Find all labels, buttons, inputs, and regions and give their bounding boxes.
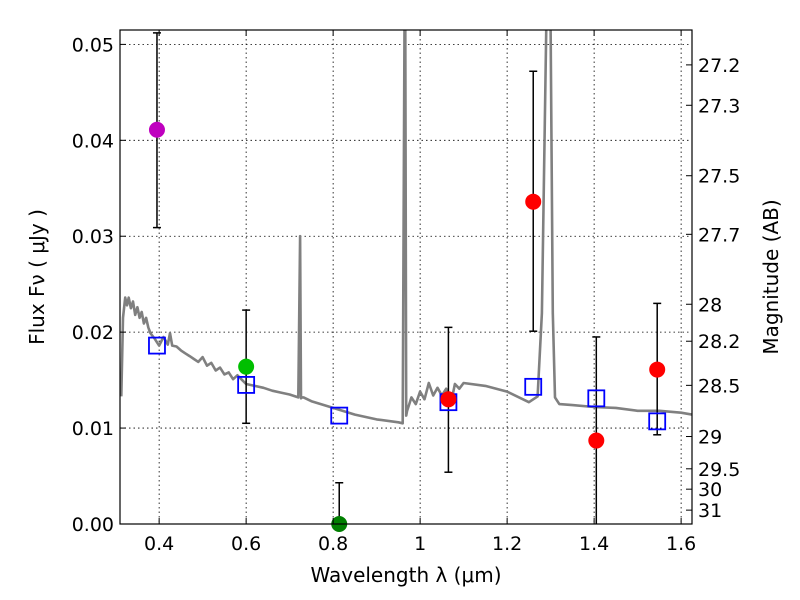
magnitude-tick-label: 28 [698,294,722,316]
plot-frame [119,29,693,525]
magnitude-axis-label: Magnitude (AB) [759,199,783,354]
x-tick-label: 1 [414,533,426,555]
model-photometry-point [587,389,606,408]
y-tick-label: 0.03 [72,226,114,248]
model-photometry-point [148,336,166,355]
x-tick-label: 1.4 [579,533,609,555]
model-photometry-point [237,376,256,394]
y-tick-label: 0.00 [72,514,114,536]
x-tick-label: 1.2 [492,533,522,555]
y-tick-label: 0.01 [72,418,114,440]
magnitude-tick-label: 31 [698,500,722,522]
y-tick-label: 0.02 [72,322,114,344]
magnitude-tick-label: 28.2 [698,331,740,353]
x-axis-label: Wavelength λ (μm) [310,563,501,587]
y-axis-ticks: 0.00 0.01 0.02 0.03 0.04 0.05 [72,34,126,536]
model-sed-layer [120,30,692,425]
x-tick-label: 0.6 [231,533,261,555]
y-tick-label: 0.05 [72,34,114,56]
x-axis-ticks: 0.4 0.6 0.8 1 1.2 1.4 1.6 [144,30,696,555]
y-axis-label: Flux Fν ( μJy ) [25,209,49,345]
observed-point [238,358,255,375]
magnitude-tick-label: 27.7 [698,224,740,246]
magnitude-tick-label: 30 [698,479,722,501]
observed-point [649,361,666,378]
model-photometry-point [330,406,349,425]
magnitude-tick-label: 27.5 [698,166,740,188]
magnitude-tick-label: 29 [698,427,722,449]
x-tick-label: 0.4 [144,533,174,555]
model-sed-line [120,30,692,425]
observed-point [148,121,165,138]
y-tick-label: 0.04 [72,130,114,152]
model-photometry-point [648,412,667,431]
magnitude-tick-label: 27.2 [698,55,740,77]
observed-point [525,193,542,210]
magnitude-tick-label: 27.3 [698,95,740,117]
x-tick-label: 1.6 [666,533,696,555]
x-tick-label: 0.8 [318,533,348,555]
magnitude-tick-label: 29.5 [698,459,740,481]
model-photometry-point [524,377,543,396]
model-photometry-layer [148,336,667,431]
observed-point [588,432,605,449]
magnitude-tick-label: 28.5 [698,375,740,397]
observed-point [440,391,457,408]
